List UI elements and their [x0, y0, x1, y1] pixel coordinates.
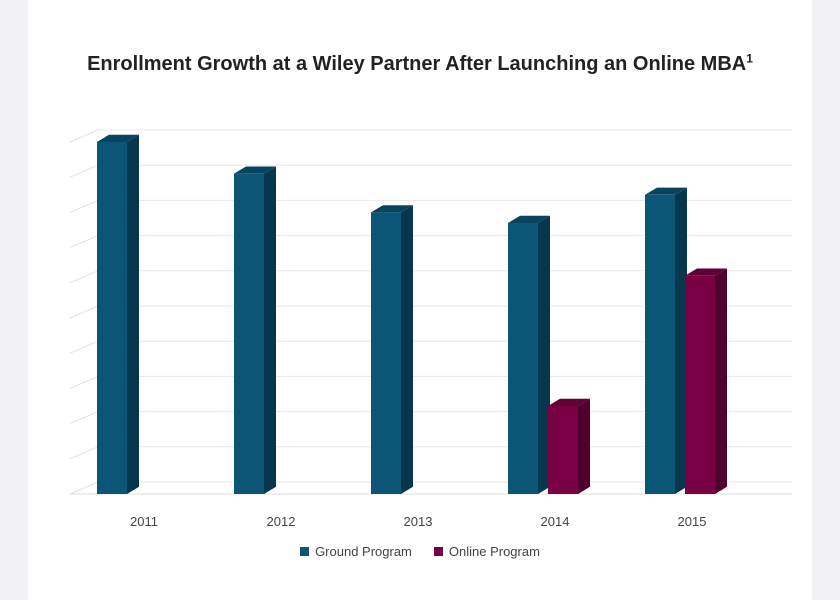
- bar-front: [508, 222, 538, 494]
- bar-front: [97, 142, 127, 494]
- gridline-side: [69, 270, 99, 284]
- gridline-side: [69, 446, 99, 460]
- bar-online-program-2014: [548, 398, 590, 494]
- bar-top: [548, 398, 590, 406]
- legend-label-ground: Ground Program: [315, 544, 412, 559]
- bar-top: [371, 205, 413, 213]
- bar-online-program-2015: [685, 268, 727, 494]
- x-tick-label: 2011: [130, 514, 158, 529]
- legend-swatch-ground: [300, 547, 310, 556]
- bars: [97, 134, 727, 495]
- bar-ground-program-2011: [97, 134, 139, 495]
- bar-top: [645, 187, 687, 195]
- bar-ground-program-2015: [645, 187, 687, 495]
- gridline-side: [69, 375, 99, 389]
- x-tick-label: 2013: [404, 514, 433, 529]
- legend: Ground Program Online Program: [0, 544, 840, 559]
- gridline-side: [69, 129, 99, 143]
- bar-top: [685, 268, 727, 276]
- legend-item-ground: Ground Program: [300, 544, 412, 559]
- x-axis-ticks: 2011 2012 2013 2014 2015: [130, 514, 706, 529]
- bar-front: [645, 194, 675, 495]
- bar-side: [538, 215, 550, 494]
- gridline-side: [69, 340, 99, 354]
- bar-top: [234, 166, 276, 174]
- bar-side: [578, 398, 590, 494]
- gridline-side: [69, 164, 99, 178]
- gridline-side: [69, 199, 99, 213]
- bar-side: [401, 205, 413, 494]
- bar-ground-program-2012: [234, 166, 276, 495]
- chart-title-text: Enrollment Growth at a Wiley Partner Aft…: [87, 53, 747, 75]
- gridline-side: [69, 481, 99, 495]
- bar-front: [685, 275, 715, 494]
- bar-side: [127, 134, 139, 495]
- legend-label-online: Online Program: [448, 544, 540, 559]
- bar-side: [715, 268, 727, 494]
- legend-item-online: Online Program: [433, 544, 540, 559]
- bar-front: [548, 406, 578, 494]
- gridline-side: [69, 235, 99, 249]
- x-tick-label: 2015: [678, 514, 707, 529]
- legend-swatch-online: [433, 547, 443, 556]
- bar-top: [508, 215, 550, 223]
- bar-top: [97, 134, 139, 142]
- bar-side: [264, 166, 276, 495]
- title-footnote-marker: 1: [746, 51, 753, 66]
- bar-ground-program-2013: [371, 205, 413, 494]
- bar-ground-program-2014: [508, 215, 550, 494]
- bar-side: [675, 187, 687, 494]
- gridline-side: [69, 411, 99, 425]
- x-tick-label: 2014: [541, 514, 570, 529]
- bar-front: [371, 212, 401, 494]
- bar-front: [234, 173, 264, 494]
- gridline-side: [69, 305, 99, 319]
- x-tick-label: 2012: [267, 514, 296, 529]
- chart-title: Enrollment Growth at a Wiley Partner Aft…: [0, 50, 840, 78]
